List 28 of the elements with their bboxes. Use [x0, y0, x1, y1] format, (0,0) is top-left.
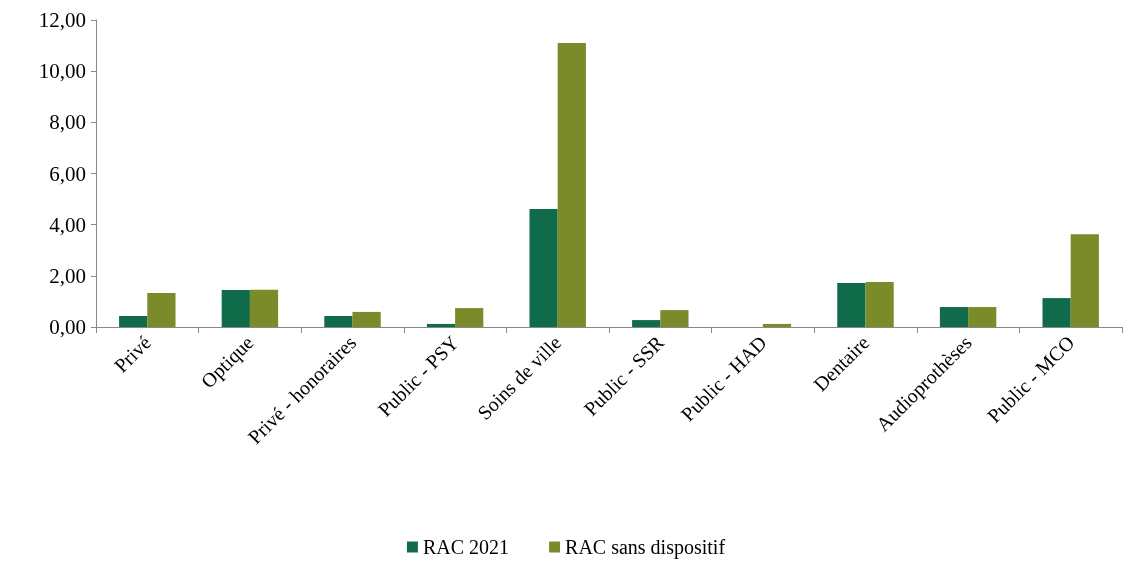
bar [837, 283, 866, 327]
bar [865, 281, 894, 327]
y-tick-label: 4,00 [49, 212, 86, 237]
bar [529, 209, 558, 327]
y-tick-label: 8,00 [49, 110, 86, 135]
bar [762, 323, 792, 327]
legend-label: RAC sans dispositif [565, 536, 726, 559]
legend-label: RAC 2021 [422, 536, 510, 558]
y-tick-label: 10,00 [38, 59, 86, 84]
bar [632, 320, 661, 327]
y-tick-label: 12,00 [38, 8, 86, 32]
bar [119, 316, 148, 327]
bar [968, 307, 997, 327]
y-tick-label: 0,00 [49, 315, 86, 339]
bar [249, 289, 279, 327]
bar [352, 311, 381, 327]
bar [221, 289, 250, 327]
bar [1070, 234, 1099, 327]
bar [939, 307, 969, 327]
y-tick-label: 2,00 [49, 263, 86, 288]
y-tick-label: 6,00 [49, 161, 86, 186]
bar [324, 316, 353, 327]
bar [1042, 298, 1071, 327]
bar [557, 43, 586, 327]
bar [426, 323, 456, 327]
bar [455, 308, 484, 327]
bar [660, 310, 689, 327]
bar [147, 292, 176, 327]
